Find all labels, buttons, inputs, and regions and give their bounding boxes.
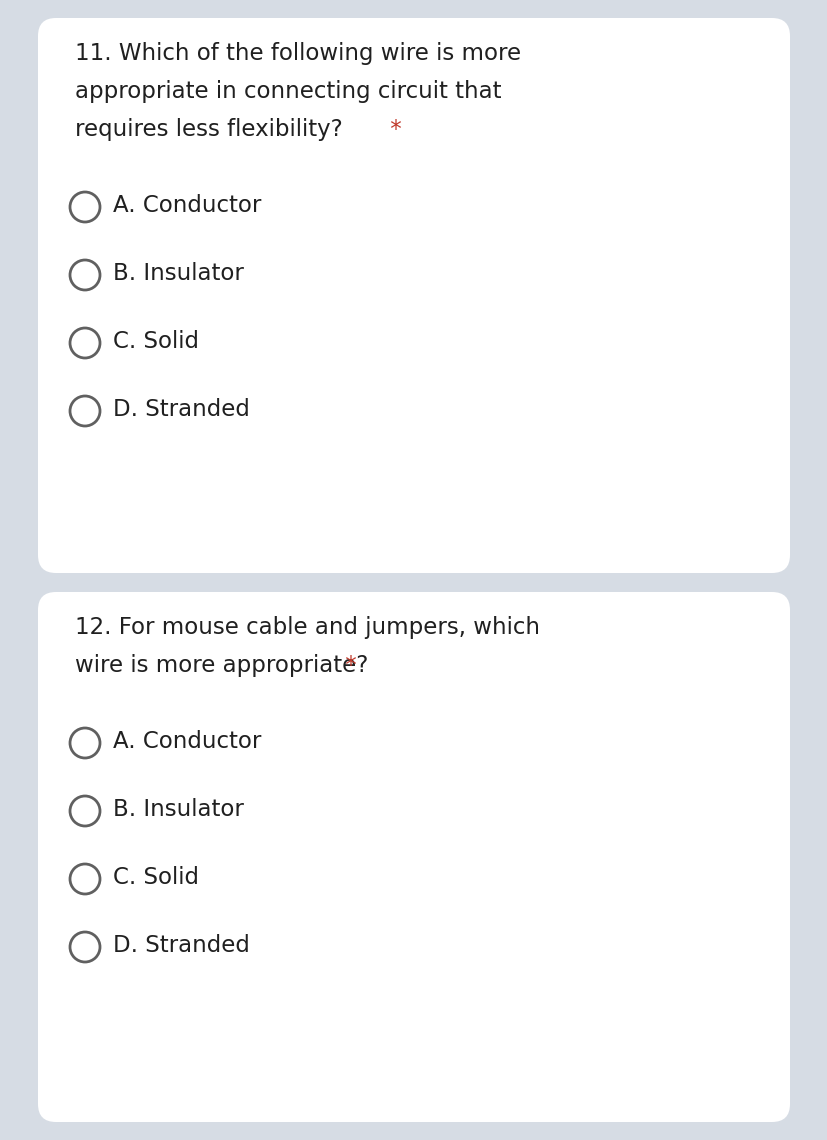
- Text: A. Conductor: A. Conductor: [112, 194, 261, 217]
- Circle shape: [70, 933, 100, 962]
- Text: requires less flexibility?: requires less flexibility?: [75, 119, 342, 141]
- FancyBboxPatch shape: [38, 592, 789, 1122]
- Circle shape: [70, 728, 100, 758]
- Text: 11. Which of the following wire is more: 11. Which of the following wire is more: [75, 42, 520, 65]
- Circle shape: [70, 192, 100, 222]
- Text: D. Stranded: D. Stranded: [112, 934, 250, 956]
- Circle shape: [70, 864, 100, 894]
- Text: 12. For mouse cable and jumpers, which: 12. For mouse cable and jumpers, which: [75, 616, 539, 640]
- Text: D. Stranded: D. Stranded: [112, 398, 250, 421]
- Text: *: *: [383, 119, 401, 141]
- Circle shape: [70, 260, 100, 290]
- Text: A. Conductor: A. Conductor: [112, 730, 261, 754]
- Text: B. Insulator: B. Insulator: [112, 262, 244, 285]
- FancyBboxPatch shape: [38, 18, 789, 573]
- Text: C. Solid: C. Solid: [112, 866, 198, 889]
- Circle shape: [70, 796, 100, 826]
- Text: C. Solid: C. Solid: [112, 329, 198, 353]
- Text: *: *: [337, 654, 356, 677]
- Circle shape: [70, 396, 100, 426]
- Circle shape: [70, 328, 100, 358]
- Text: appropriate in connecting circuit that: appropriate in connecting circuit that: [75, 80, 501, 103]
- Text: B. Insulator: B. Insulator: [112, 798, 244, 821]
- Text: wire is more appropriate?: wire is more appropriate?: [75, 654, 368, 677]
